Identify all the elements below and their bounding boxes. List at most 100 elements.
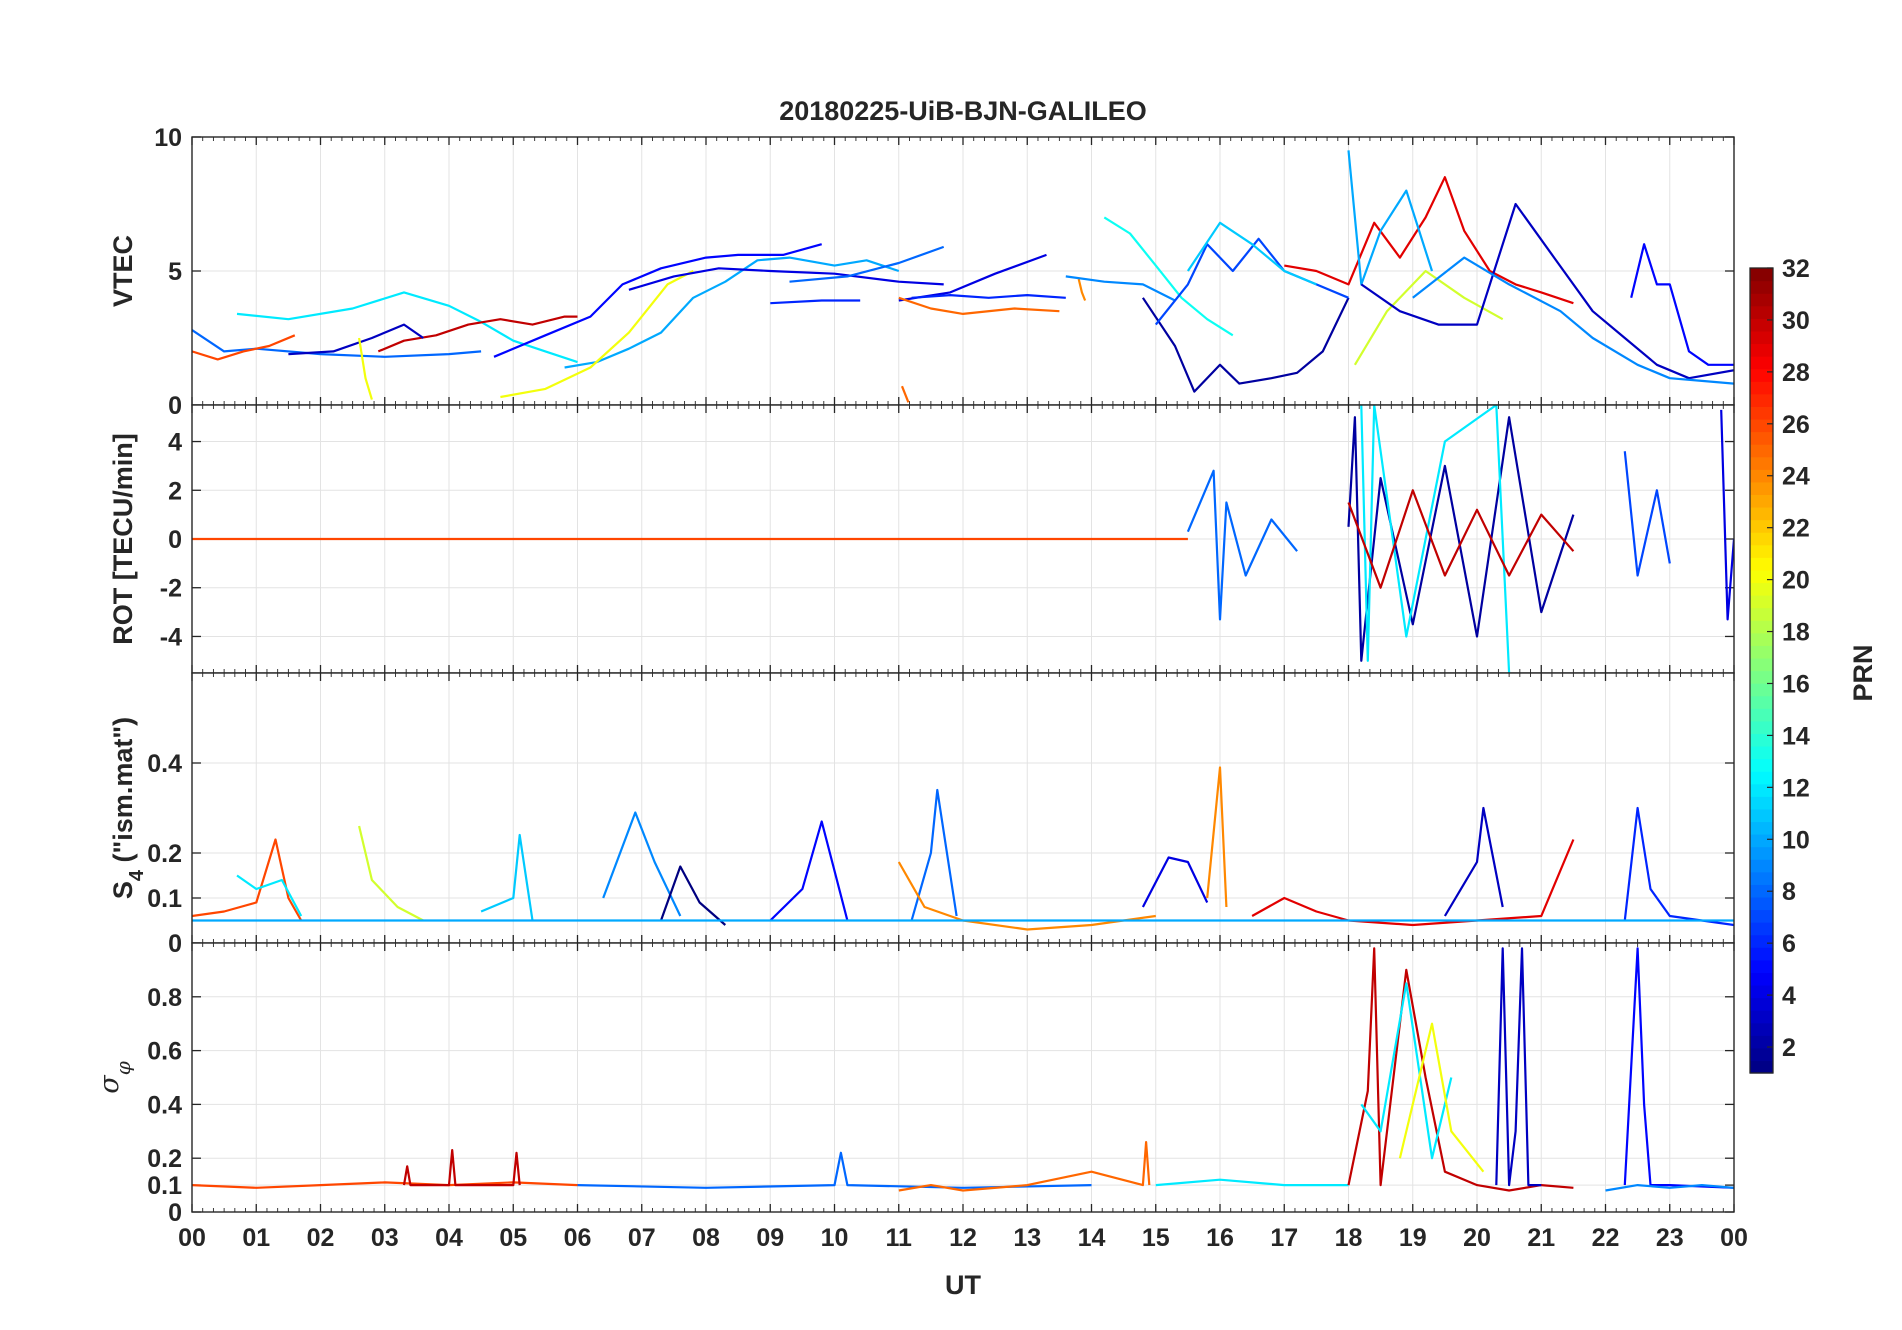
series-prn-2-line	[1141, 297, 1350, 393]
colorbar-tick-label: 28	[1782, 359, 1810, 387]
series-prn-24-line	[897, 861, 1156, 931]
colorbar-segment	[1750, 620, 1773, 634]
colorbar-segment	[1750, 456, 1773, 470]
colorbar-tick-label: 20	[1782, 567, 1810, 595]
series-prn-29-line	[1251, 839, 1575, 927]
y-tick-label: 0.6	[147, 1038, 182, 1066]
x-tick-label: 00	[1720, 1224, 1748, 1252]
colorbar-segment	[1750, 959, 1773, 973]
colorbar-segment	[1750, 469, 1773, 483]
y-tick-label: 4	[168, 429, 182, 457]
series-prn-7-line	[1623, 451, 1671, 577]
colorbar-segment	[1750, 808, 1773, 823]
colorbar-tick-label: 16	[1782, 670, 1810, 698]
x-tick-label: 08	[692, 1224, 720, 1252]
colorbar-segment	[1750, 771, 1773, 785]
x-tick-label: 09	[756, 1224, 784, 1252]
series-prn-24-line	[1206, 766, 1228, 908]
series-prn-30-line	[1347, 489, 1575, 589]
colorbar-segment	[1750, 1035, 1773, 1049]
colorbar-tick-label: 14	[1782, 722, 1810, 750]
panel-1: 0 5 10 VTEC	[108, 124, 1735, 420]
x-tick-label: 03	[371, 1224, 399, 1252]
x-tick-label: 12	[949, 1224, 977, 1252]
colorbar-segment	[1750, 607, 1773, 621]
series-prn-26-line	[192, 334, 296, 361]
series-prn-5-line	[493, 243, 822, 358]
colorbar-segment	[1750, 997, 1773, 1011]
series-prn-3-line	[1443, 806, 1504, 917]
y-tick-label: 0	[168, 392, 182, 420]
colorbar-segment	[1750, 708, 1773, 722]
series-prn-4-line	[1141, 856, 1209, 908]
x-tick-label: 06	[564, 1224, 592, 1252]
y-tick-label: 0.2	[147, 1145, 182, 1173]
series-prn-4-line	[628, 267, 944, 291]
series-prn-25-line	[898, 296, 1060, 315]
series-prn-6-line	[911, 294, 1066, 299]
colorbar-segment	[1750, 268, 1773, 282]
x-tick-label: 04	[435, 1224, 463, 1252]
series-prn-3-line	[288, 323, 424, 356]
series-prn-8-line	[789, 245, 945, 283]
axes-frame	[191, 942, 1735, 1213]
colorbar-segment	[1750, 657, 1773, 672]
series-prn-9-line	[602, 811, 682, 917]
y-tick-label: -4	[160, 623, 182, 651]
colorbar-segment	[1750, 884, 1773, 898]
series-group	[192, 405, 1734, 673]
colorbar-tick-label: 2	[1782, 1034, 1796, 1062]
x-tick-label: 17	[1270, 1224, 1298, 1252]
series-prn-19-line	[1353, 269, 1504, 366]
colorbar-segment	[1750, 1047, 1773, 1062]
series-prn-11-line	[1186, 221, 1317, 286]
y-tick-label: 10	[154, 124, 182, 152]
series-prn-25-line	[898, 1140, 1151, 1192]
series-prn-10-line	[1347, 150, 1434, 286]
colorbar-segment	[1750, 720, 1773, 734]
colorbar-segment	[1750, 393, 1773, 407]
x-tick-label: 05	[499, 1224, 527, 1252]
series-prn-4-line	[1720, 409, 1734, 621]
colorbar-segment	[1750, 1022, 1773, 1036]
colorbar-segment	[1750, 431, 1773, 445]
y-axis-label: ROT [TECU/min]	[108, 433, 138, 644]
series-prn-3-line	[1495, 947, 1542, 1187]
x-tick-label: 13	[1013, 1224, 1041, 1252]
colorbar-segment	[1750, 984, 1773, 999]
colorbar-segment	[1750, 947, 1773, 961]
series-prn-2-line	[1347, 416, 1575, 662]
colorbar-segment	[1750, 519, 1773, 533]
x-tick-label: 15	[1142, 1224, 1170, 1252]
y-tick-label: 2	[168, 477, 182, 505]
colorbar-tick-label: 32	[1782, 255, 1810, 283]
colorbar-segment	[1750, 569, 1773, 584]
colorbar-segment	[1750, 896, 1773, 911]
colorbar-tick-label: 12	[1782, 774, 1810, 802]
x-tick-label: 18	[1335, 1224, 1363, 1252]
series-prn-30-line	[402, 1148, 521, 1187]
colorbar-segment	[1750, 481, 1773, 496]
colorbar-segment	[1750, 783, 1773, 797]
colorbar-segment	[1750, 670, 1773, 684]
series-prn-20-line	[500, 270, 694, 399]
colorbar-segment	[1750, 418, 1773, 433]
colorbar-segment	[1750, 557, 1773, 571]
y-tick-label: 0.1	[147, 885, 182, 913]
colorbar-segment	[1750, 934, 1773, 948]
colorbar-segment	[1750, 834, 1773, 848]
colorbar-frame	[1749, 267, 1774, 1074]
panel-2: -4 -2 0 2 4 ROT [TECU/min]	[108, 404, 1735, 674]
panel-3: 0 0.1 0.2 0.4S4 ("ism.mat")	[108, 672, 1735, 958]
series-prn-19-line	[358, 825, 424, 922]
colorbar-tick-label: 30	[1782, 307, 1810, 335]
series-prn-10-line	[564, 256, 900, 369]
series-prn-8-line	[910, 788, 958, 921]
colorbar-tick-label: 6	[1782, 930, 1796, 958]
series-prn-6-line	[1623, 806, 1734, 927]
colorbar-segment	[1750, 381, 1773, 395]
colorbar-segment	[1750, 871, 1773, 885]
colorbar-segment	[1750, 544, 1773, 558]
